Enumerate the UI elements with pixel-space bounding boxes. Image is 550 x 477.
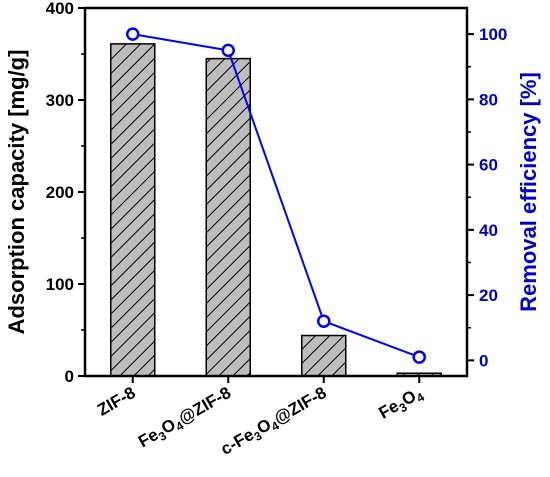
left-tick-label-100: 100 — [46, 275, 74, 294]
left-tick-label-200: 200 — [46, 183, 74, 202]
right-tick-label-40: 40 — [479, 221, 498, 240]
left-tick-label-300: 300 — [46, 91, 74, 110]
efficiency-point-1 — [221, 43, 235, 58]
bars-layer — [110, 43, 442, 377]
efficiency-point-0 — [126, 27, 140, 41]
efficiency-line — [132, 33, 420, 359]
bar-0 — [110, 43, 156, 377]
category-label-2: c-Fe3O4@ZIF-8 — [217, 383, 331, 461]
left-tick-label-400: 400 — [46, 0, 74, 18]
right-tick-label-0: 0 — [479, 351, 488, 370]
efficiency-point-3 — [412, 350, 426, 364]
category-label-3: Fe3O4 — [376, 383, 428, 425]
category-label-0: ZIF-8 — [94, 383, 139, 420]
left-axis-title: Adsorption capacity [mg/g] — [4, 50, 29, 335]
right-tick-label-60: 60 — [479, 156, 498, 175]
left-tick-label-0: 0 — [65, 367, 74, 386]
right-tick-label-20: 20 — [479, 286, 498, 305]
bar-2 — [301, 334, 347, 377]
line-layer — [126, 27, 426, 364]
efficiency-point-2 — [317, 314, 331, 328]
right-tick-label-80: 80 — [479, 90, 498, 109]
right-tick-label-100: 100 — [479, 25, 507, 44]
bar-1 — [205, 57, 251, 377]
right-axis: 0 20 40 60 80 100 — [467, 25, 507, 370]
left-axis: 0 100 200 300 400 — [46, 0, 85, 386]
right-axis-title: Removal efficiency [%] — [516, 72, 541, 312]
